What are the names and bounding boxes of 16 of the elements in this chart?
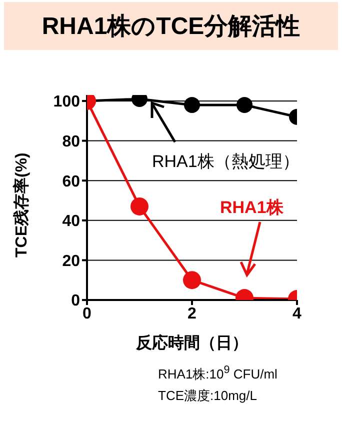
y-tick-label: 20 bbox=[62, 252, 80, 270]
text: TCE濃度:10mg/L bbox=[158, 387, 257, 405]
y-tick-label: 100 bbox=[53, 94, 80, 111]
y-axis-title: TCE残存率(%) bbox=[12, 152, 31, 258]
y-tick-label: 60 bbox=[62, 173, 80, 190]
x-tick-label: 0 bbox=[82, 305, 92, 322]
y-tick-label: 80 bbox=[62, 133, 80, 150]
x-tick-label: 2 bbox=[188, 305, 197, 322]
text: RHA1株:10$^{9}$ CFU/ml bbox=[158, 364, 278, 384]
chart-title: RHA1株のTCE分解活性 bbox=[4, 2, 338, 50]
x-tick-label: 4 bbox=[292, 305, 302, 322]
y-tick-label: 40 bbox=[62, 213, 80, 230]
y-tick-label: 0 bbox=[71, 292, 80, 310]
legend-label: RHA1株（熱処理） bbox=[152, 151, 300, 173]
x-axis-title: 反応時間（日） bbox=[135, 333, 248, 352]
text: RHA1株 bbox=[220, 197, 284, 219]
